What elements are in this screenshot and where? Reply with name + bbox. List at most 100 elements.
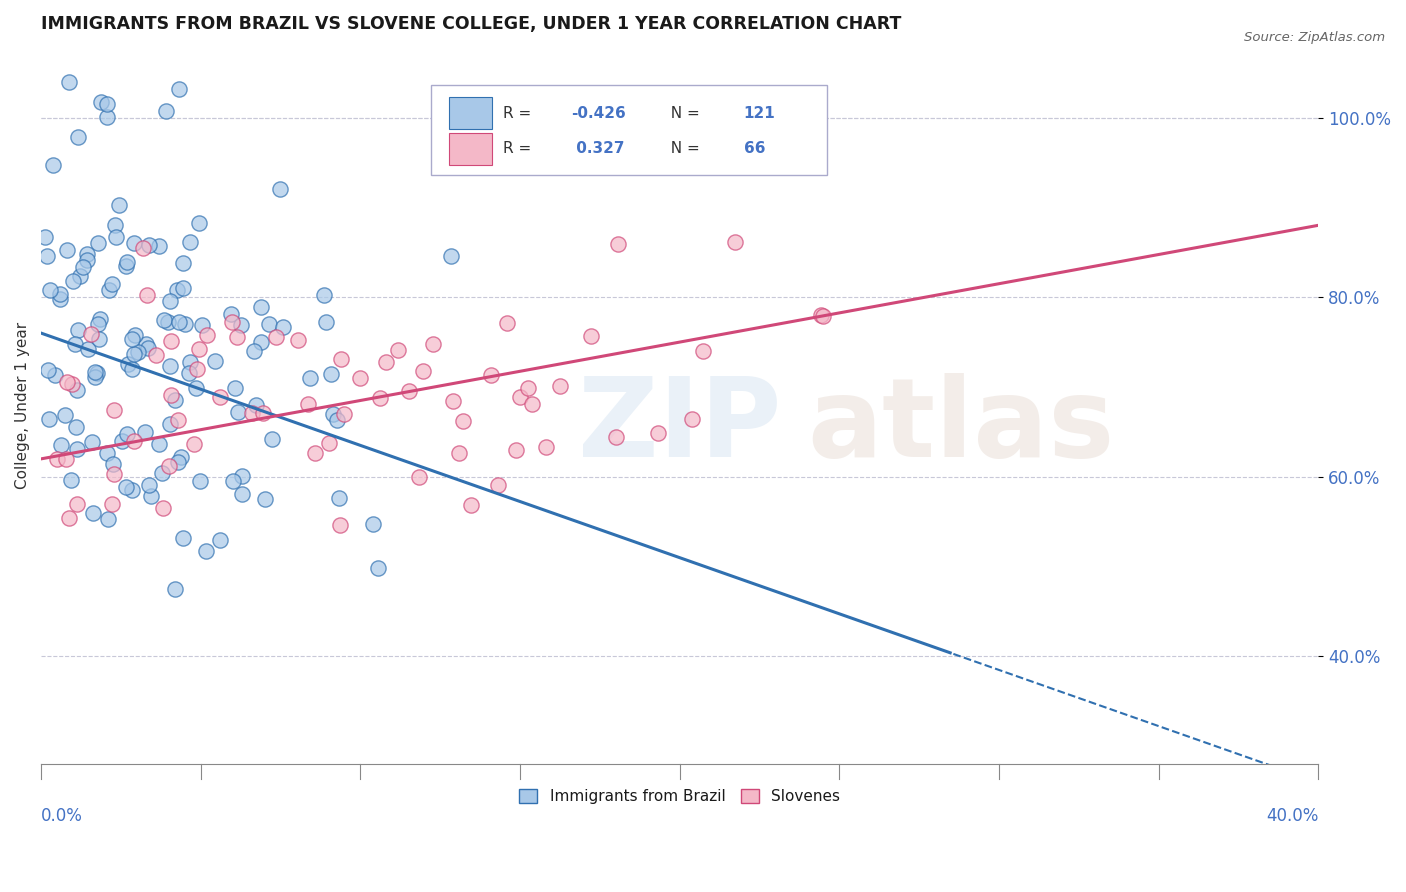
Point (159, 417, 181, 432)
Point (516, 381, 538, 395)
Point (287, 333, 309, 347)
Point (195, 328, 218, 343)
Point (299, 370, 322, 384)
Point (72, 260, 94, 274)
Point (67, 129, 90, 144)
Point (264, 329, 287, 343)
Legend: Immigrants from Brazil, Slovenes: Immigrants from Brazil, Slovenes (513, 783, 846, 811)
Point (412, 364, 434, 378)
Point (375, 355, 398, 369)
Point (89, 312, 111, 326)
Point (156, 315, 179, 329)
Text: 121: 121 (744, 106, 775, 120)
Text: 40.0%: 40.0% (1265, 807, 1319, 825)
Point (115, 480, 138, 494)
Point (152, 313, 174, 327)
Point (254, 492, 277, 507)
Text: R =: R = (503, 141, 537, 156)
Point (87, 236, 110, 251)
Point (486, 478, 509, 492)
Point (221, 314, 243, 328)
Point (195, 544, 218, 558)
Point (522, 397, 544, 411)
Point (810, 308, 832, 322)
Point (46, 451, 69, 466)
Point (135, 288, 157, 302)
Point (219, 307, 242, 321)
Point (90, 95, 112, 110)
Point (243, 344, 266, 359)
Point (152, 501, 174, 516)
Point (188, 216, 211, 230)
Text: N =: N = (661, 106, 704, 120)
Point (534, 440, 557, 454)
Point (509, 390, 531, 404)
Text: Source: ZipAtlas.com: Source: ZipAtlas.com (1244, 31, 1385, 45)
Point (76, 253, 98, 268)
Point (117, 254, 139, 268)
Point (97, 283, 120, 297)
Point (58, 510, 80, 524)
Point (39, 283, 62, 297)
Point (245, 398, 267, 412)
Point (187, 342, 209, 356)
Point (328, 491, 350, 506)
Point (692, 343, 714, 358)
Point (76, 247, 98, 261)
Point (204, 354, 226, 368)
Point (315, 315, 337, 329)
Point (97, 511, 120, 525)
Point (325, 412, 347, 426)
Point (82, 507, 104, 521)
Point (269, 182, 291, 196)
Point (188, 474, 211, 488)
Point (167, 413, 190, 427)
Point (183, 437, 205, 451)
Point (132, 241, 155, 255)
Point (333, 407, 356, 421)
Point (155, 103, 177, 118)
Point (56, 375, 79, 389)
Point (101, 498, 124, 512)
Point (63, 336, 86, 351)
Point (209, 390, 232, 404)
Point (441, 394, 464, 409)
Point (96, 446, 118, 460)
Point (49, 292, 72, 306)
Y-axis label: College, Under 1 year: College, Under 1 year (15, 321, 30, 489)
Point (38, 412, 60, 426)
Point (163, 392, 186, 407)
Point (321, 367, 343, 381)
Text: atlas: atlas (807, 373, 1115, 480)
Point (179, 355, 201, 369)
Point (229, 318, 252, 332)
Point (173, 317, 195, 331)
Point (60, 377, 83, 392)
Point (79, 326, 101, 341)
Text: IMMIGRANTS FROM BRAZIL VS SLOVENE COLLEGE, UNDER 1 YEAR CORRELATION CHART: IMMIGRANTS FROM BRAZIL VS SLOVENE COLLEG… (41, 15, 901, 33)
Point (172, 531, 194, 545)
Point (51, 438, 73, 452)
Point (363, 516, 385, 531)
Point (87, 317, 110, 331)
Point (460, 498, 482, 512)
Point (447, 445, 470, 459)
Point (55, 452, 77, 467)
Point (66, 323, 89, 337)
Point (138, 478, 160, 492)
Point (96, 110, 118, 124)
Point (250, 335, 273, 350)
Point (329, 517, 352, 532)
Point (481, 368, 503, 382)
Point (139, 489, 162, 503)
Point (49, 286, 72, 301)
FancyBboxPatch shape (449, 133, 492, 165)
Point (398, 384, 420, 399)
Point (304, 445, 326, 459)
Point (76, 342, 98, 356)
Point (135, 337, 157, 351)
Point (111, 434, 134, 448)
Point (134, 425, 156, 439)
Point (505, 443, 527, 458)
Point (101, 277, 124, 291)
